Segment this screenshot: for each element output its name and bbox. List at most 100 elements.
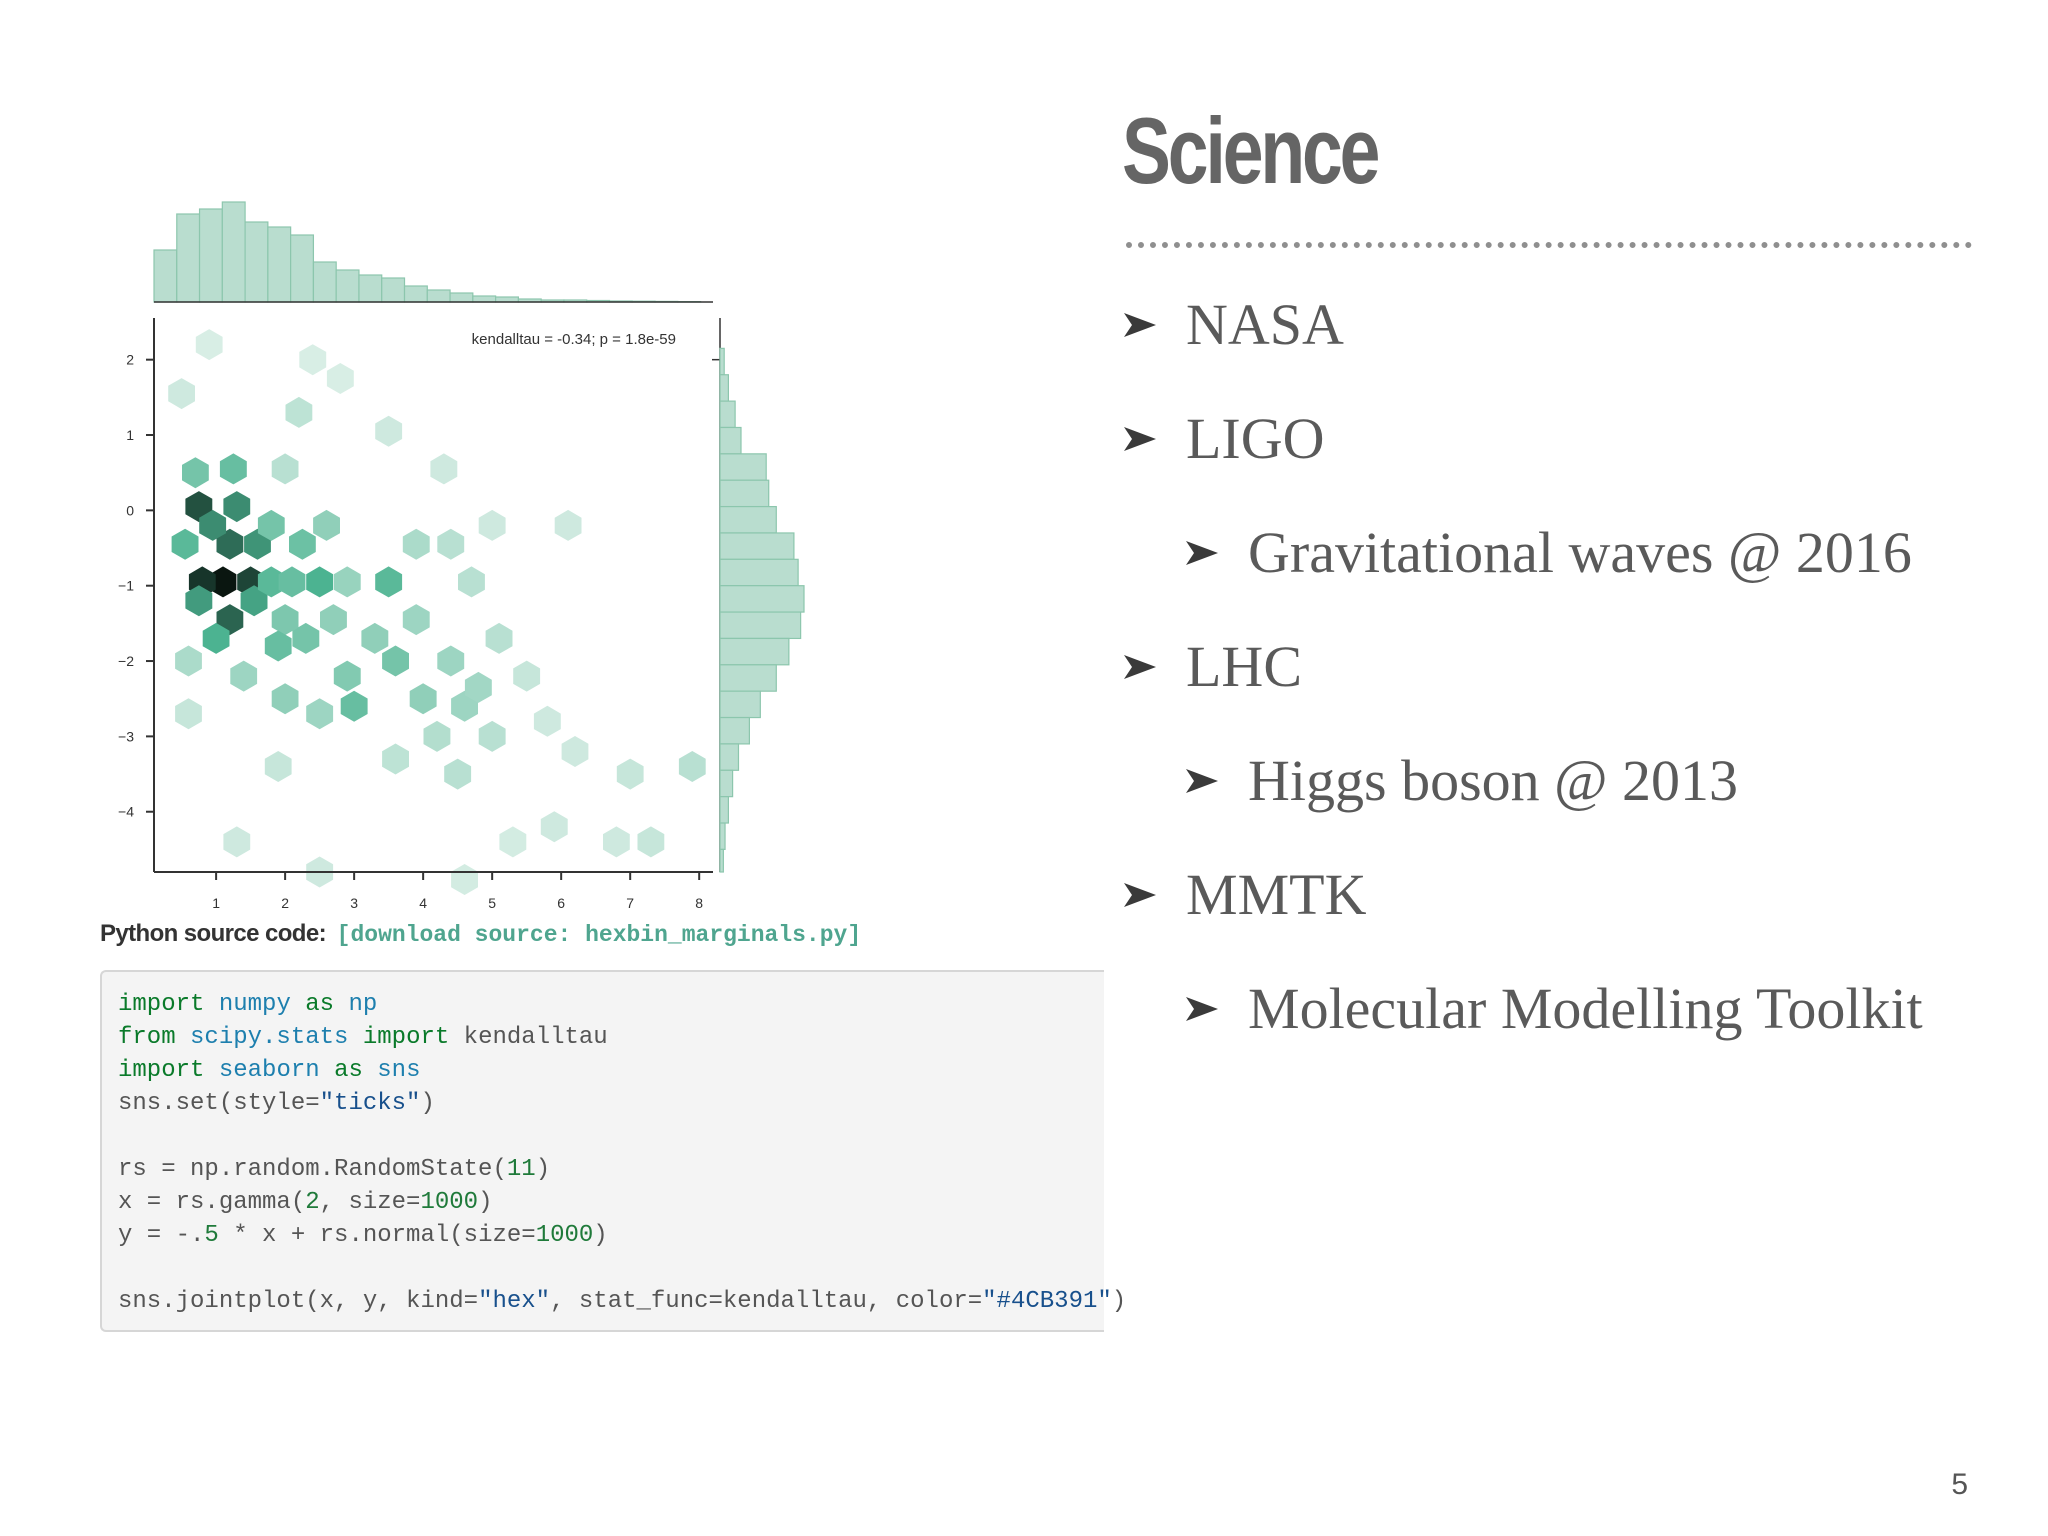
- marginal-y-bar: [719, 611, 802, 640]
- marginal-x-bar: [472, 295, 497, 303]
- marginal-y-bar: [719, 664, 777, 692]
- sub-bullet-item: Higgs boson @ 2013: [1184, 746, 1738, 816]
- arrow-bullet-icon: [1124, 883, 1156, 907]
- x-tick-label: 5: [488, 895, 496, 910]
- hex-bin: [678, 751, 706, 782]
- page-number: 5: [1951, 1468, 1968, 1501]
- hex-bin: [199, 509, 227, 541]
- stat-annotation: kendalltau = -0.34; p = 1.8e-59: [472, 331, 676, 348]
- marginal-y-bar: [719, 822, 726, 850]
- code-line: sns.jointplot(x, y, kind="hex", stat_fun…: [118, 1288, 1127, 1315]
- hex-bin: [430, 453, 458, 485]
- hex-bin: [603, 826, 630, 858]
- hex-bin: [257, 509, 285, 541]
- y-tick-label: −1: [118, 578, 134, 594]
- code-line: from scipy.stats import kendalltau: [118, 1024, 608, 1051]
- y-tick-label: −3: [118, 728, 134, 744]
- code-line: import seaborn as sns: [118, 1057, 421, 1084]
- hex-bin: [292, 622, 320, 654]
- bullet-item: MMTK: [1122, 860, 1366, 930]
- code-line: sns.set(style="ticks"): [118, 1090, 435, 1117]
- bullet-text: MMTK: [1186, 862, 1367, 927]
- code-caption-label: Python source code:: [100, 920, 327, 947]
- marginal-y-bar: [719, 585, 805, 613]
- hex-bin: [202, 622, 230, 654]
- marginal-y-bar: [719, 453, 767, 481]
- arrow-bullet-icon: [1124, 655, 1156, 679]
- marginal-x-bar: [267, 226, 292, 303]
- hex-bin: [313, 509, 340, 541]
- x-tick-label: 3: [350, 895, 358, 910]
- hex-bin: [326, 363, 354, 394]
- hex-bin: [458, 566, 485, 598]
- bullet-text: NASA: [1186, 292, 1344, 357]
- arrow-bullet-icon: [1186, 769, 1218, 793]
- download-source-link[interactable]: [download source: hexbin_marginals.py]: [336, 922, 862, 948]
- hex-bin: [209, 566, 237, 598]
- hex-bin: [464, 671, 492, 703]
- hex-bin: [409, 683, 437, 715]
- hex-bin: [285, 396, 313, 428]
- hex-bin: [402, 528, 430, 560]
- hex-bin: [264, 751, 292, 782]
- hexbin-jointplot: 1 2 3 4 5 6 7 8 2 1 0 −1 −2 −3 −4 kendalltau = -0.34; p…: [118, 201, 805, 910]
- code-line: [118, 1120, 1104, 1153]
- hex-bin: [216, 528, 244, 560]
- bullet-text: LHC: [1186, 634, 1302, 699]
- marginal-y-bar: [719, 848, 724, 873]
- hex-bin: [278, 566, 306, 598]
- title-divider: [1126, 242, 1972, 248]
- x-tick-label: 2: [281, 895, 289, 910]
- marginal-y-bar: [719, 400, 736, 429]
- marginal-x-bar: [358, 274, 383, 303]
- x-tick-label: 1: [212, 895, 220, 910]
- hex-bin: [375, 566, 403, 598]
- marginal-y-bar: [719, 374, 729, 402]
- hex-bin: [382, 743, 409, 775]
- marginal-y-bar: [719, 716, 750, 745]
- hex-bin: [616, 758, 644, 790]
- hex-bin: [240, 585, 268, 617]
- hex-bin: [264, 630, 292, 662]
- marginal-x-bar: [176, 213, 201, 303]
- hex-bin: [513, 660, 541, 692]
- bullet-item: LHC: [1122, 632, 1302, 702]
- sub-bullet-item: Molecular Modelling Toolkit: [1184, 974, 1923, 1044]
- code-caption: Python source code: [download source: he…: [100, 920, 861, 948]
- code-line: y = -.5 * x + rs.normal(size=1000): [118, 1222, 608, 1249]
- x-tick-label: 8: [695, 895, 703, 910]
- hex-bin: [561, 736, 589, 767]
- sub-bullet-item: Gravitational waves @ 2016: [1184, 518, 1912, 588]
- hex-bin: [444, 758, 472, 790]
- hex-bin: [499, 826, 527, 858]
- hex-bin: [382, 645, 409, 677]
- marginal-y-bar: [719, 505, 777, 534]
- hex-bin: [223, 826, 251, 858]
- hex-bin: [175, 698, 202, 730]
- code-line: x = rs.gamma(2, size=1000): [118, 1189, 493, 1216]
- hex-bin: [182, 457, 209, 489]
- hex-bin: [333, 566, 361, 598]
- marginal-x-bar: [244, 221, 269, 303]
- marginal-x-bar: [426, 289, 451, 303]
- hex-bin: [195, 329, 223, 361]
- marginal-x-bar: [403, 285, 428, 303]
- marginal-y-bar: [719, 769, 734, 798]
- hex-bin: [333, 660, 361, 692]
- hex-bin: [533, 705, 561, 737]
- bullet-item: LIGO: [1122, 404, 1325, 474]
- hex-bin: [171, 528, 199, 560]
- y-tick-label: 1: [126, 427, 134, 443]
- marginal-y-bar: [719, 479, 770, 508]
- hex-bin: [375, 415, 403, 447]
- code-line: rs = np.random.RandomState(11): [118, 1156, 551, 1183]
- y-tick-label: 0: [126, 502, 134, 518]
- hex-bin: [437, 645, 465, 677]
- y-tick-label: −4: [118, 804, 134, 820]
- hex-bin: [306, 566, 334, 598]
- marginal-x-bar: [221, 201, 246, 303]
- marginal-y-bar: [719, 558, 799, 587]
- hex-bin: [289, 528, 316, 560]
- hex-bin: [478, 720, 506, 752]
- marginal-y-bar: [719, 690, 761, 719]
